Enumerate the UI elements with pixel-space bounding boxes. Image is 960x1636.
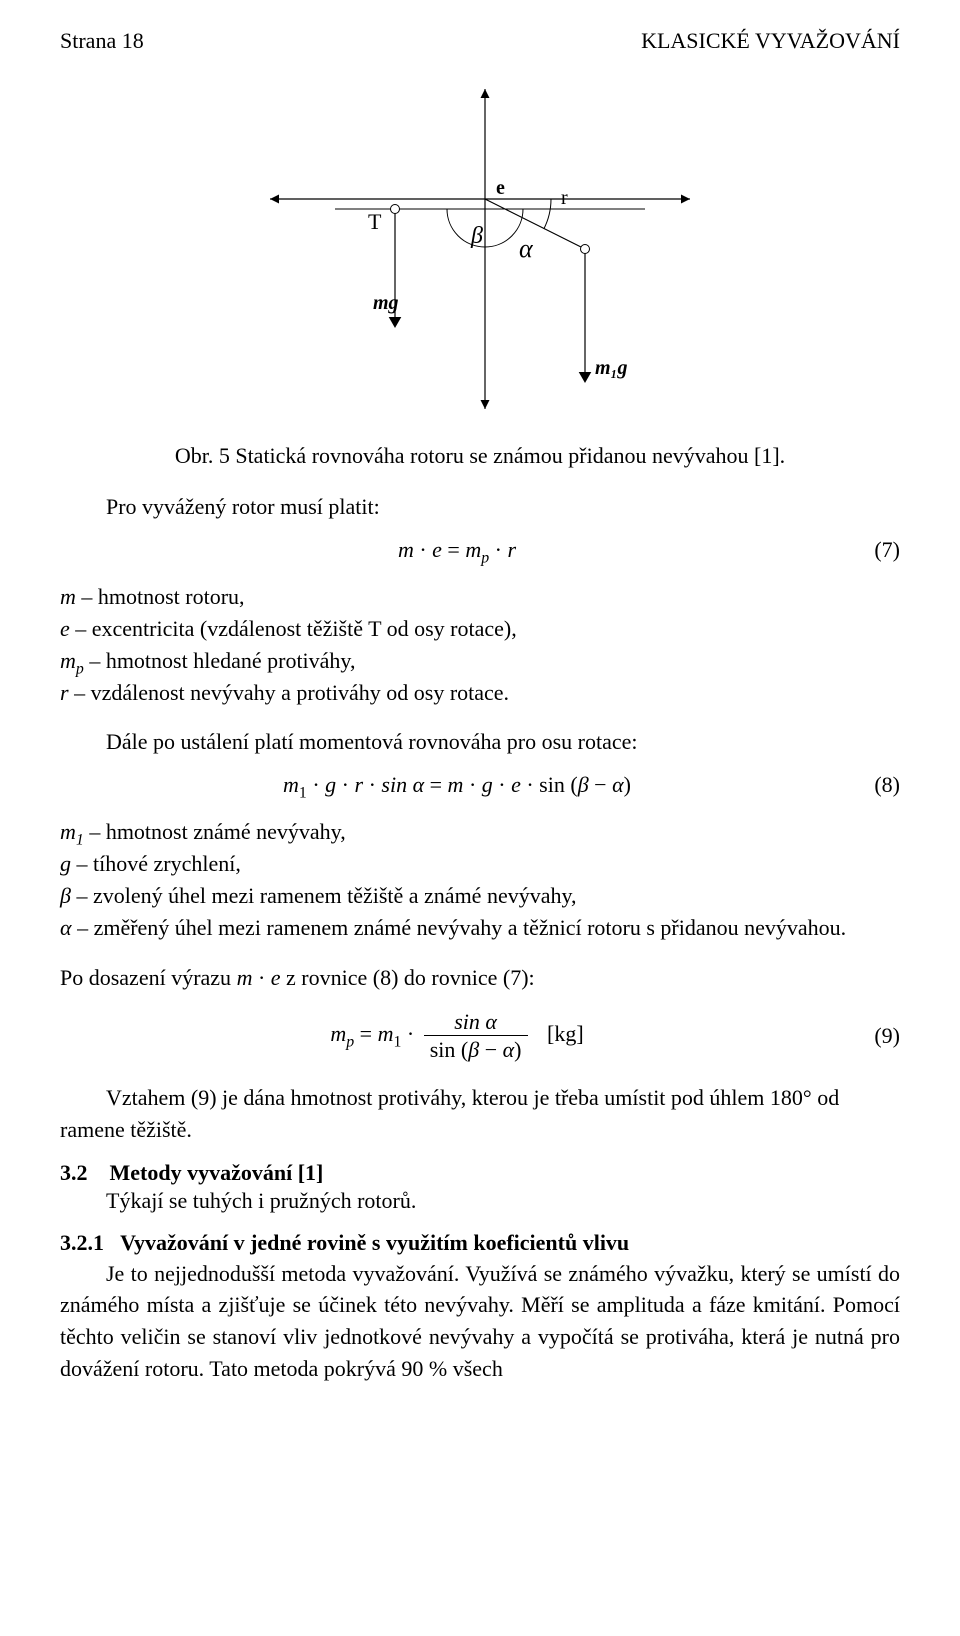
section-3-2-number: 3.2 — [60, 1160, 88, 1185]
equation-8: m1 · g · r · sin α = m · g · e · sin (β … — [60, 772, 900, 798]
header-right: KLASICKÉ VYVAŽOVÁNÍ — [641, 28, 900, 54]
header-left: Strana 18 — [60, 28, 144, 54]
equation-9-number: (9) — [854, 1023, 900, 1049]
section-3-2-1-body: Je to nejjednodušší metoda vyvažování. V… — [60, 1258, 900, 1386]
eq9-unit: [kg] — [547, 1021, 584, 1046]
section-3-2-heading: 3.2 Metody vyvažování [1] — [60, 1160, 900, 1186]
section-3-2-1-title: Vyvažování v jedné rovině s využitím koe… — [120, 1230, 629, 1255]
para-conclusion: Vztahem (9) je dána hmotnost protiváhy, … — [60, 1082, 900, 1146]
def-alpha: α – změřený úhel mezi ramenem známé nevý… — [60, 912, 900, 944]
figure-svg: Te r α β mg m₁g — [265, 84, 695, 414]
equation-7-body: m · e = mp · r — [60, 537, 854, 563]
eq9-denominator: sin (β − α) — [424, 1036, 528, 1064]
def-mp: mp – hmotnost hledané protiváhy, — [60, 645, 900, 677]
equation-9: mp = m1 · sin α sin (β − α) [kg] (9) — [60, 1008, 900, 1064]
def-beta: β – zvolený úhel mezi ramenem těžiště a … — [60, 880, 900, 912]
equation-7-number: (7) — [854, 537, 900, 563]
def-g: g – tíhové zrychlení, — [60, 848, 900, 880]
page: Strana 18 KLASICKÉ VYVAŽOVÁNÍ Te r α β mg m₁g… — [0, 0, 960, 1636]
svg-text:T: T — [368, 209, 382, 234]
svg-text:β: β — [470, 223, 483, 249]
svg-text:r: r — [561, 187, 568, 209]
def-m1: m1 – hmotnost známé nevývahy, — [60, 816, 900, 848]
page-header: Strana 18 KLASICKÉ VYVAŽOVÁNÍ — [60, 28, 900, 54]
definitions-1: m – hmotnost rotoru, e – excentricita (v… — [60, 581, 900, 709]
para-intro-eq9: Po dosazení výrazu m · e z rovnice (8) d… — [60, 962, 900, 994]
section-3-2-1-heading: 3.2.1 Vyvažování v jedné rovině s využit… — [60, 1230, 900, 1256]
eq9-fraction: sin α sin (β − α) — [424, 1008, 528, 1064]
equation-8-number: (8) — [854, 772, 900, 798]
section-3-2-subtitle: Týkají se tuhých i pružných rotorů. — [106, 1188, 900, 1214]
svg-text:α: α — [519, 234, 534, 263]
def-r: r – vzdálenost nevývahy a protiváhy od o… — [60, 677, 900, 709]
eq9-numerator: sin α — [424, 1008, 528, 1037]
para-intro-eq7: Pro vyvážený rotor musí platit: — [60, 491, 900, 523]
definitions-2: m1 – hmotnost známé nevývahy, g – tíhové… — [60, 816, 900, 944]
equation-8-body: m1 · g · r · sin α = m · g · e · sin (β … — [60, 772, 854, 798]
figure-caption: Obr. 5 Statická rovnováha rotoru se znám… — [60, 443, 900, 469]
svg-text:m₁g: m₁g — [595, 357, 628, 379]
equation-7: m · e = mp · r (7) — [60, 537, 900, 563]
section-3-2-1-text: Je to nejjednodušší metoda vyvažování. V… — [60, 1261, 900, 1382]
para-intro-eq8: Dále po ustálení platí momentová rovnová… — [60, 726, 900, 758]
section-3-2-title: Metody vyvažování [1] — [110, 1160, 324, 1185]
eq9-lhs: mp = m1 · — [330, 1021, 414, 1046]
section-3-2-1-number: 3.2.1 — [60, 1230, 104, 1255]
figure-container: Te r α β mg m₁g — [60, 84, 900, 433]
equation-9-body: mp = m1 · sin α sin (β − α) [kg] — [60, 1008, 854, 1064]
def-m: m – hmotnost rotoru, — [60, 581, 900, 613]
svg-text:e: e — [496, 177, 505, 199]
def-e: e – excentricita (vzdálenost těžiště T o… — [60, 613, 900, 645]
svg-text:mg: mg — [373, 292, 399, 314]
